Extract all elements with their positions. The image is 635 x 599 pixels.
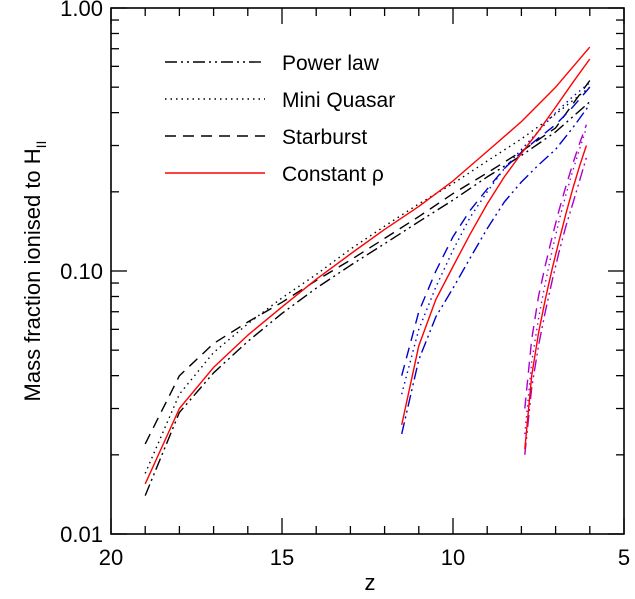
series-line-z11.5-dotted <box>401 82 591 395</box>
series-line-z11.5-solid <box>401 58 591 426</box>
series-line-z7.9-dotted <box>524 127 588 435</box>
series-line-z19-dashed <box>144 80 591 445</box>
x-tick-label-10: 10 <box>441 545 465 570</box>
series-line-z7.9-solid <box>524 145 588 450</box>
series-layer <box>144 46 591 496</box>
y-axis-title: Mass fraction ionised to HII <box>20 141 49 402</box>
series-line-z7.9-dashed <box>524 124 588 409</box>
ticks-layer <box>110 7 625 535</box>
x-tick-label-5: 5 <box>618 545 630 570</box>
series-line-z11.5-dashed <box>401 86 591 376</box>
x-tick-label-15: 15 <box>270 545 294 570</box>
legend-label-1: Mini Quasar <box>282 89 395 112</box>
series-line-z19-dashdotdot <box>144 101 591 496</box>
legend-label-0: Power law <box>282 52 380 75</box>
y-axis-title-subscript: II <box>33 141 49 149</box>
y-axis-title-main: Mass fraction ionised to H <box>20 148 45 401</box>
y-tick-label-0.01: 0.01 <box>60 522 103 547</box>
x-axis-title: z <box>365 570 376 595</box>
x-tick-label-20: 20 <box>99 545 123 570</box>
series-line-z11.5-dashdotdot <box>401 103 591 435</box>
y-tick-label-1.00: 1.00 <box>60 0 103 21</box>
series-line-z19-solid <box>144 46 591 485</box>
legend-label-2: Starburst <box>282 126 367 149</box>
legend-label-3: Constant ρ <box>282 163 384 186</box>
tick-labels-layer: 20 15 10 5 0.01 0.10 1.00 <box>60 0 630 570</box>
y-tick-label-0.10: 0.10 <box>60 259 103 284</box>
series-line-z7.9-dashdotdot <box>524 157 588 455</box>
legend: Power law Mini Quasar Starburst Constant ρ <box>165 52 395 186</box>
